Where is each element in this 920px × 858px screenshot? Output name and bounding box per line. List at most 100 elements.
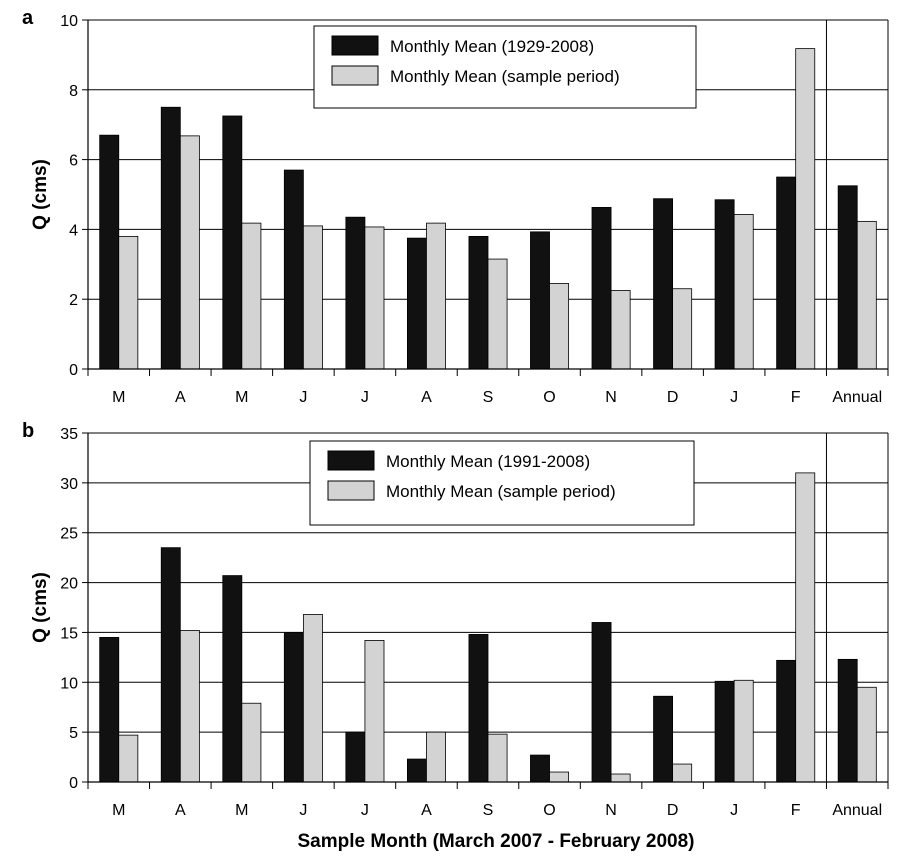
- panel-a: 0 2 4 6 8 10 M A M J J A S O N D J F Annual Q (cms) a Monthly…: [22, 7, 889, 406]
- panel-label: a: [22, 7, 34, 29]
- x-tick-label: S: [483, 389, 494, 406]
- bar: [241, 702, 262, 783]
- bar: [406, 237, 427, 370]
- x-tick-label: Annual: [832, 389, 882, 406]
- bar: [302, 614, 323, 783]
- y-tick-label: 0: [69, 775, 78, 792]
- x-axis-title: Sample Month (March 2007 - February 2008…: [297, 831, 694, 852]
- y-tick-label: 4: [69, 222, 78, 239]
- y-tick-label: 10: [60, 675, 78, 692]
- bar: [179, 630, 200, 783]
- bar: [426, 731, 446, 783]
- x-tick-label: M: [235, 389, 248, 406]
- bar: [837, 185, 858, 370]
- bar: [426, 222, 446, 370]
- bar: [364, 226, 385, 370]
- bar: [179, 135, 200, 370]
- bar: [118, 734, 139, 783]
- y-axis-title: Q (cms): [30, 572, 51, 643]
- x-tick-label: J: [730, 389, 738, 406]
- x-tick-label: M: [235, 802, 248, 819]
- bar: [795, 48, 816, 370]
- bar: [468, 634, 489, 783]
- bar: [837, 658, 858, 783]
- y-tick-label: 2: [69, 292, 78, 309]
- bar: [283, 632, 304, 783]
- legend-swatch: [331, 65, 379, 86]
- bar: [160, 106, 181, 370]
- y-axis-title: Q (cms): [30, 159, 51, 230]
- bar: [733, 213, 754, 370]
- bar: [733, 679, 754, 783]
- y-tick-label: 20: [60, 576, 78, 593]
- x-tick-label: F: [791, 802, 801, 819]
- x-tick-label: J: [299, 389, 307, 406]
- x-tick-label: O: [543, 389, 555, 406]
- bar: [487, 258, 508, 370]
- bar: [795, 472, 816, 783]
- y-tick-label: 15: [60, 625, 78, 642]
- x-tick-label: M: [112, 802, 125, 819]
- bar: [672, 763, 693, 783]
- legend-entry: Monthly Mean (sample period): [386, 482, 616, 501]
- legend-entry: Monthly Mean (1929-2008): [390, 37, 594, 56]
- y-tick-label: 35: [60, 426, 78, 443]
- y-tick-label: 25: [60, 526, 78, 543]
- bar: [222, 575, 243, 783]
- legend-swatch: [331, 35, 379, 56]
- x-tick-label: D: [667, 389, 679, 406]
- bar: [776, 176, 797, 370]
- panel-label: b: [22, 420, 34, 442]
- bar: [591, 622, 612, 783]
- bar: [856, 686, 877, 783]
- bar: [99, 134, 120, 370]
- x-tick-label: F: [791, 389, 801, 406]
- bar: [653, 198, 674, 370]
- x-tick-label: J: [361, 802, 369, 819]
- bar: [222, 115, 243, 370]
- x-tick-label: S: [483, 802, 494, 819]
- bar: [776, 659, 797, 783]
- x-tick-label: J: [730, 802, 738, 819]
- bar: [118, 235, 139, 370]
- bar: [610, 290, 631, 370]
- bar: [549, 283, 570, 370]
- legend-swatch: [327, 480, 375, 501]
- bar: [549, 771, 570, 783]
- bar: [856, 220, 877, 370]
- y-tick-label: 8: [69, 83, 78, 100]
- y-tick-label: 30: [60, 476, 78, 493]
- x-tick-label: J: [361, 389, 369, 406]
- bar: [714, 680, 735, 783]
- legend-entry: Monthly Mean (1991-2008): [386, 452, 590, 471]
- bar: [591, 207, 612, 370]
- y-tick-label: 6: [69, 153, 78, 170]
- bar: [530, 754, 550, 783]
- bar: [610, 773, 631, 783]
- bar: [468, 235, 489, 370]
- bar: [653, 695, 674, 783]
- x-tick-label: Annual: [832, 802, 882, 819]
- x-tick-label: A: [175, 389, 186, 406]
- x-tick-label: N: [605, 802, 617, 819]
- bar: [714, 199, 735, 370]
- bar: [302, 225, 323, 370]
- bar: [364, 640, 385, 783]
- x-tick-label: A: [175, 802, 186, 819]
- bar: [487, 733, 508, 783]
- bar: [530, 231, 550, 370]
- bar: [160, 547, 181, 783]
- bar: [672, 288, 693, 370]
- y-tick-label: 10: [60, 13, 78, 30]
- bar: [406, 758, 427, 783]
- x-tick-label: M: [112, 389, 125, 406]
- x-tick-label: J: [299, 802, 307, 819]
- bar: [345, 731, 366, 783]
- x-tick-label: N: [605, 389, 617, 406]
- x-tick-label: D: [667, 802, 679, 819]
- legend-swatch: [327, 450, 375, 471]
- y-tick-label: 0: [69, 362, 78, 379]
- x-tick-label: O: [543, 802, 555, 819]
- panel-b: 0 5 10 15 20 25 30 35 M A M J J A S O N D J F Annual Q (cms) b…: [22, 420, 889, 819]
